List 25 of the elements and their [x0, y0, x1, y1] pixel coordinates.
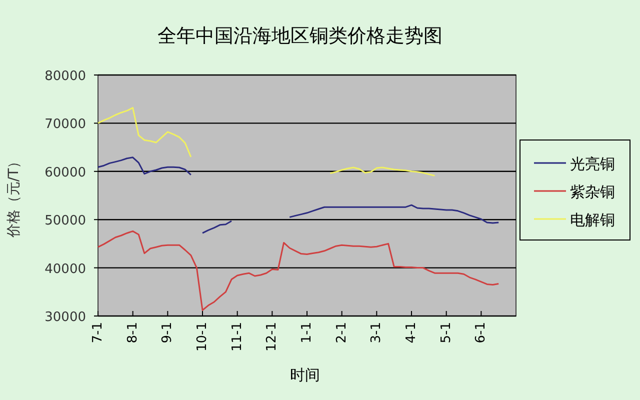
y-tick-label: 80000: [44, 69, 86, 84]
y-tick-label: 60000: [44, 165, 86, 180]
x-tick-label: 5-1: [438, 322, 454, 344]
x-tick-label: 12-1: [264, 322, 280, 352]
x-tick-label: 7-1: [90, 322, 106, 344]
x-tick-label: 3-1: [369, 322, 384, 344]
x-tick-label: 2-1: [334, 322, 350, 344]
y-axis-title: 价格（元/T）: [6, 154, 22, 239]
y-tick-label: 40000: [44, 262, 86, 277]
y-tick-label: 70000: [44, 117, 86, 132]
x-tick-label: 8-1: [125, 322, 140, 344]
x-tick-label: 1-1: [300, 322, 315, 344]
x-tick-label: 11-1: [230, 322, 245, 352]
legend-label: 紫杂铜: [570, 183, 615, 201]
x-tick-label: 9-1: [160, 322, 176, 344]
y-tick-label: 30000: [44, 310, 86, 325]
line-series: [97, 230, 500, 311]
y-tick-label: 50000: [44, 214, 86, 229]
legend-label: 光亮铜: [570, 155, 615, 173]
legend-label: 电解铜: [570, 211, 615, 229]
x-tick-label: 10-1: [195, 322, 210, 352]
x-tick-label: 4-1: [404, 322, 420, 344]
chart-title: 全年中国沿海地区铜类价格走势图: [158, 25, 442, 47]
x-axis-title: 时间: [290, 366, 320, 384]
x-tick-label: 6-1: [474, 322, 489, 344]
